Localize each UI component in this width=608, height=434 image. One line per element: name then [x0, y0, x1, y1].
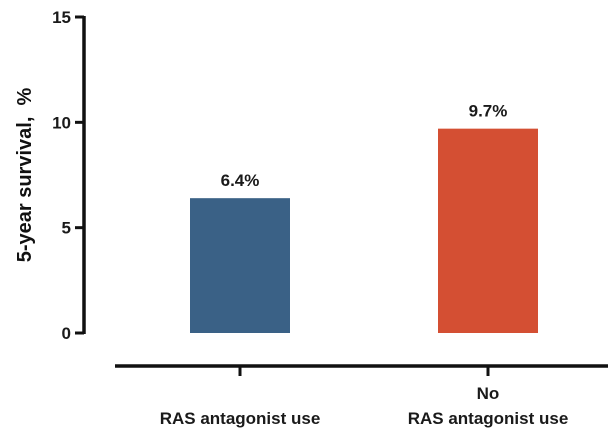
y-tick-label: 15 [52, 8, 71, 27]
x-category-label: RAS antagonist use [408, 409, 569, 428]
bar [190, 198, 290, 333]
y-axis-title: 5-year survival, % [14, 88, 36, 263]
bar-value-label: 6.4% [221, 171, 260, 190]
y-tick-label: 5 [62, 219, 71, 238]
bars [190, 128, 538, 333]
data-labels: 6.4% 9.7% [221, 102, 508, 191]
bar-value-label: 9.7% [469, 102, 508, 121]
y-axis: 0 5 10 15 [52, 8, 86, 343]
y-tick-label: 10 [52, 113, 71, 132]
x-category-label: No [477, 384, 500, 403]
x-axis: RAS antagonist use No RAS antagonist use [115, 364, 608, 428]
bar [438, 128, 538, 333]
x-category-label: RAS antagonist use [160, 409, 321, 428]
y-tick-label: 0 [62, 324, 71, 343]
